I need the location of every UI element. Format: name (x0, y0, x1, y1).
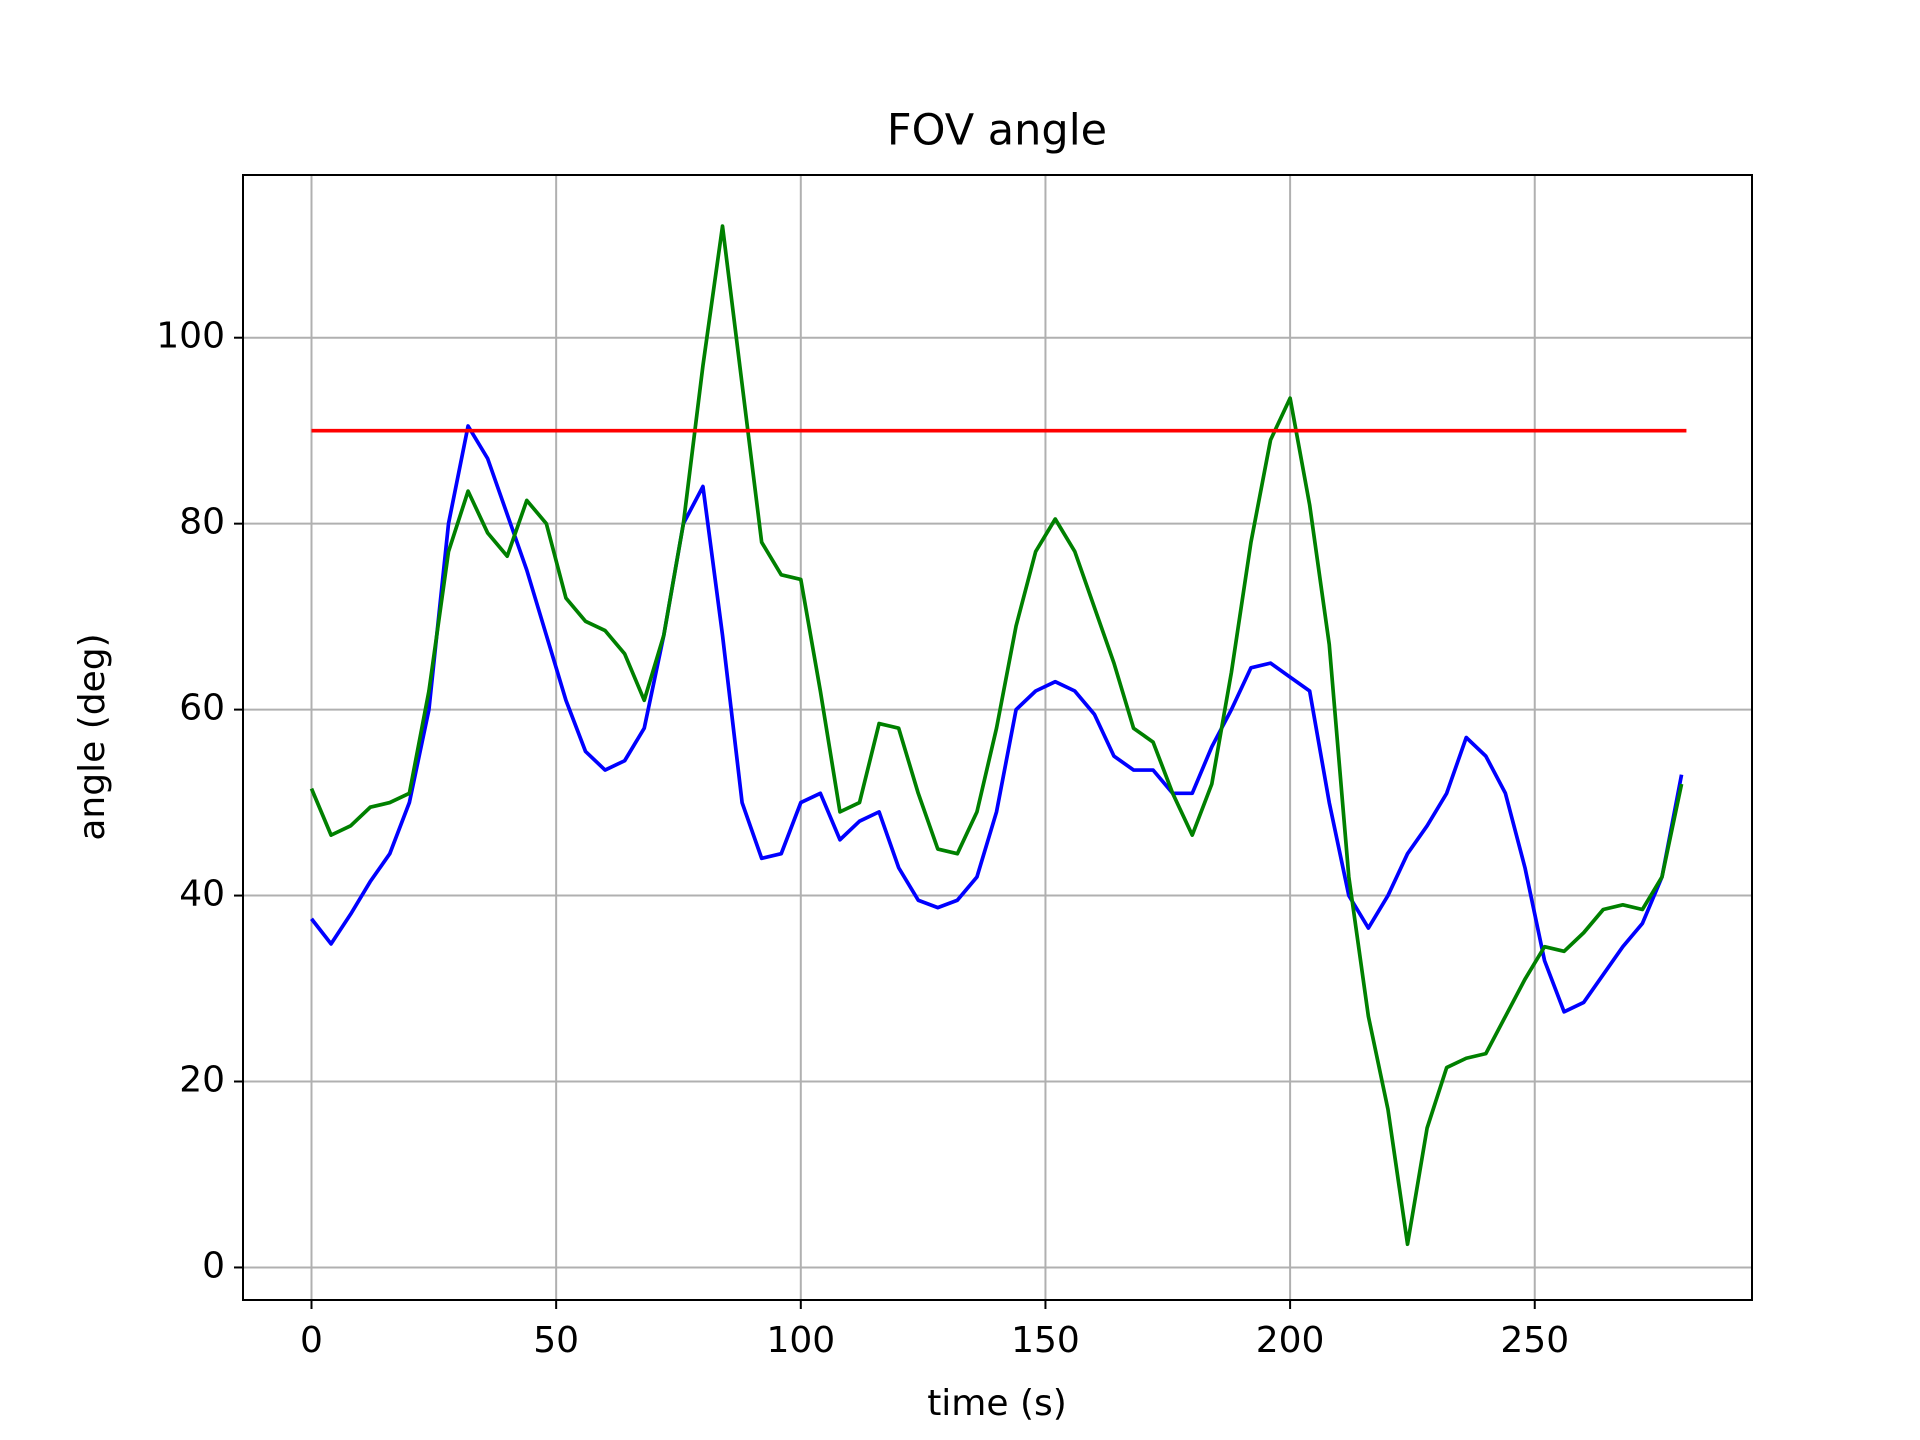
y-tick-label: 0 (202, 1245, 225, 1286)
x-tick-label: 100 (766, 1320, 835, 1361)
x-tick-label: 0 (300, 1320, 323, 1361)
y-tick-label: 80 (179, 502, 225, 543)
y-tick-label: 100 (156, 316, 225, 357)
x-tick-label: 150 (1011, 1320, 1080, 1361)
x-tick-label: 250 (1500, 1320, 1569, 1361)
y-tick-label: 20 (179, 1060, 225, 1101)
data-line (310, 424, 1684, 1014)
x-tick-label: 200 (1256, 1320, 1325, 1361)
y-tick-label: 60 (179, 688, 225, 729)
y-tick-label: 40 (179, 874, 225, 915)
plot-frame (242, 174, 1753, 1301)
chart-title: FOV angle (887, 106, 1107, 156)
x-axis-label: time (s) (927, 1383, 1067, 1424)
x-tick-label: 50 (533, 1320, 579, 1361)
data-line (309, 224, 1684, 1247)
y-axis-label: angle (deg) (72, 633, 113, 840)
